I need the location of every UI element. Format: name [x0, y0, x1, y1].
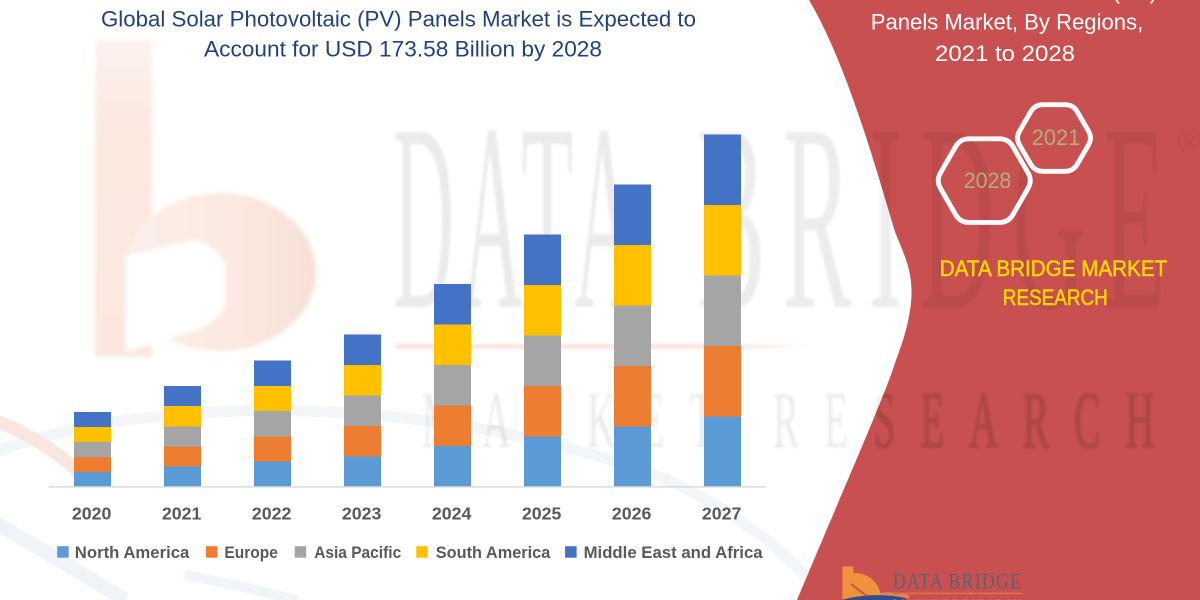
svg-text:®: ® — [1176, 123, 1200, 160]
svg-text:North America: North America — [75, 544, 190, 562]
svg-text:2021: 2021 — [1032, 125, 1081, 150]
svg-text:2021: 2021 — [162, 503, 202, 523]
svg-text:Middle East and Africa: Middle East and Africa — [584, 544, 764, 562]
svg-text:Panels Market, By Regions,: Panels Market, By Regions, — [871, 10, 1144, 35]
svg-text:DATA BRIDGE MARKET: DATA BRIDGE MARKET — [940, 256, 1168, 281]
svg-text:2028: 2028 — [964, 168, 1012, 193]
svg-text:Account for USD 173.58 Billion: Account for USD 173.58 Billion by 2028 — [204, 37, 602, 62]
svg-text:DATA BRIDGE: DATA BRIDGE — [893, 569, 1022, 594]
svg-text:2025: 2025 — [522, 503, 562, 523]
svg-text:Asia Pacific: Asia Pacific — [314, 544, 401, 562]
svg-text:DATA: DATA — [393, 69, 643, 365]
svg-text:Global Solar Photovoltaic (PV): Global Solar Photovoltaic (PV) — [857, 0, 1157, 4]
svg-text:RESEARCH: RESEARCH — [1003, 285, 1108, 310]
svg-text:Global Solar Photovoltaic (PV): Global Solar Photovoltaic (PV) Panels Ma… — [101, 7, 696, 32]
svg-text:South America: South America — [436, 544, 551, 562]
svg-text:Europe: Europe — [224, 544, 278, 562]
svg-text:2024: 2024 — [432, 503, 472, 523]
svg-text:2026: 2026 — [612, 503, 652, 523]
svg-text:BRIDGE: BRIDGE — [697, 69, 1183, 365]
svg-text:2023: 2023 — [342, 503, 382, 523]
svg-text:2020: 2020 — [72, 503, 112, 523]
svg-text:2021 to 2028: 2021 to 2028 — [935, 41, 1075, 66]
svg-text:MARKET RESEARCH: MARKET RESEARCH — [893, 596, 1022, 600]
svg-text:2022: 2022 — [252, 503, 292, 523]
svg-text:2027: 2027 — [702, 503, 742, 523]
